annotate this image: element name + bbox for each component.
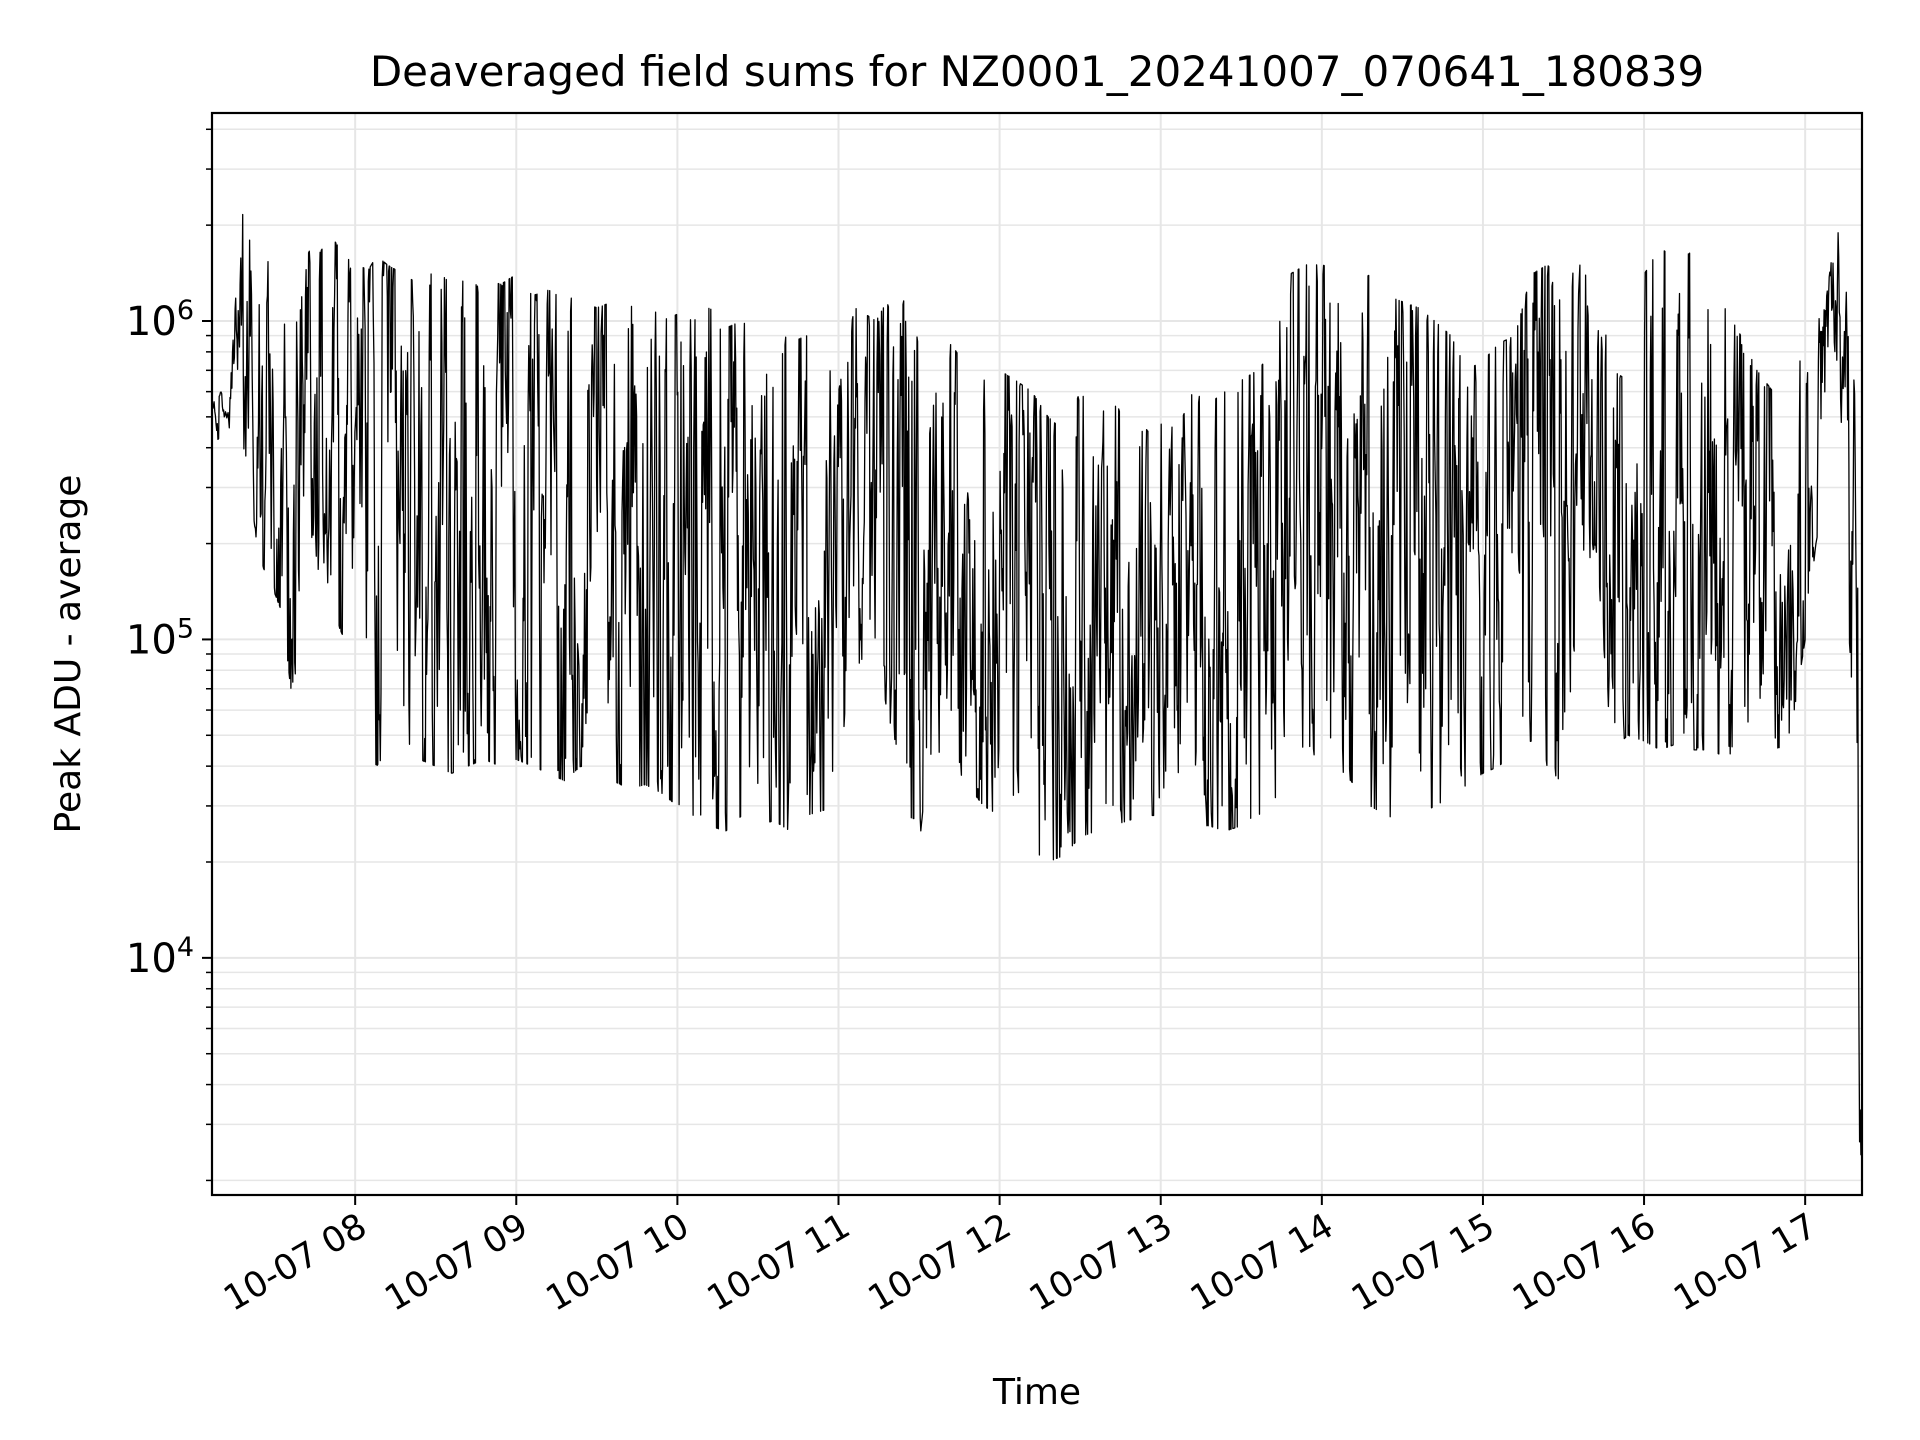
y-axis-label: Peak ADU - average xyxy=(48,475,89,834)
y-tick-label: 104 xyxy=(126,932,194,982)
y-tick-label: 105 xyxy=(126,613,194,663)
x-axis-label: Time xyxy=(992,1372,1081,1413)
y-tick-label: 106 xyxy=(126,295,194,345)
peak-adu-series-line xyxy=(212,213,1863,1156)
y-axis-ticks: 104 105 106 xyxy=(126,128,212,1182)
series-line xyxy=(212,213,1863,1156)
chart-title: Deaveraged field sums for NZ0001_2024100… xyxy=(370,47,1704,96)
